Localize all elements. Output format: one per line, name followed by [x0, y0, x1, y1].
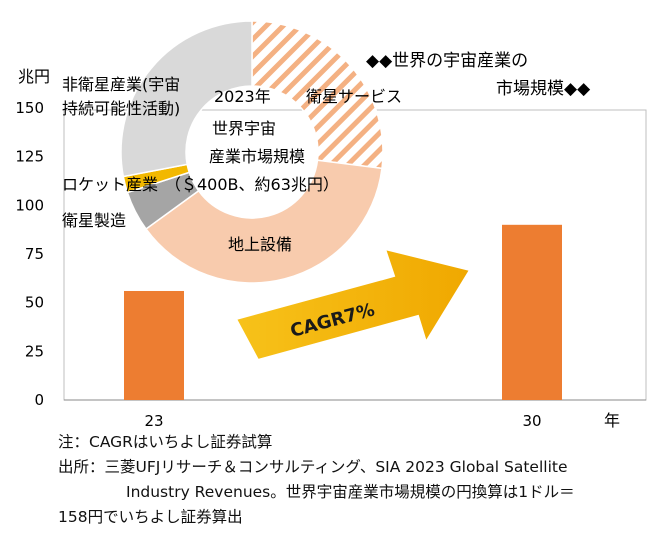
- bar-23: [124, 290, 184, 400]
- note-cagr: 注：CAGRはいちよし証券試算: [58, 433, 273, 451]
- bar-30: [502, 224, 562, 400]
- y-tick-label: 125: [15, 148, 44, 166]
- slice-label-ground-equipment: 地上設備: [228, 235, 292, 254]
- x-tick-label: 30: [522, 412, 541, 430]
- note-source-cont1: Industry Revenues。世界宇宙産業市場規模の円換算は1ドル＝: [126, 483, 575, 501]
- donut-chart: [120, 20, 384, 284]
- y-tick-label: 100: [15, 196, 44, 214]
- x-tick-label: 23: [144, 412, 163, 430]
- chart-title-line2: 市場規模◆◆: [496, 79, 591, 99]
- center-year: 2023年: [214, 87, 271, 106]
- y-tick-label: 150: [15, 99, 44, 117]
- note-source: 出所：三菱UFJリサーチ＆コンサルティング、SIA 2023 Global Sa…: [58, 458, 568, 476]
- y-tick-label: 75: [25, 245, 44, 263]
- donut-center-total: （＄400B、約63兆円）: [165, 175, 339, 194]
- y-tick-label: 25: [25, 342, 44, 360]
- y-axis: 0 25 50 75 100 125 150: [15, 99, 44, 409]
- donut-slice: [120, 20, 253, 178]
- slice-label-non-satellite-line1: 非衛星産業(宇宙: [62, 75, 180, 94]
- slice-label-satellite-services: 衛星サービス: [306, 87, 402, 106]
- slice-label-satellite-manufacturing: 衛星製造: [62, 211, 126, 230]
- cagr-arrow-shape: [234, 247, 472, 362]
- donut-center-line2: 産業市場規模: [209, 147, 305, 166]
- x-axis: 23 30: [144, 412, 541, 430]
- slice-label-rocket: ロケット産業: [62, 175, 158, 194]
- chart-title-line1: ◆◆世界の宇宙産業の: [366, 51, 528, 71]
- y-tick-label: 0: [34, 391, 44, 409]
- chart-notes: 注：CAGRはいちよし証券試算 出所：三菱UFJリサーチ＆コンサルティング、SI…: [58, 430, 658, 530]
- x-axis-unit: 年: [604, 411, 620, 430]
- bars: [124, 224, 562, 400]
- slice-label-non-satellite-line2: 持続可能性活動): [62, 99, 180, 118]
- note-source-cont2: 158円でいちよし証券算出: [58, 508, 243, 526]
- donut-center-line1: 世界宇宙: [212, 119, 276, 138]
- donut-slice: [251, 20, 384, 170]
- donut-slice: [144, 159, 383, 284]
- y-tick-label: 50: [25, 294, 44, 312]
- y-axis-unit: 兆円: [18, 67, 50, 86]
